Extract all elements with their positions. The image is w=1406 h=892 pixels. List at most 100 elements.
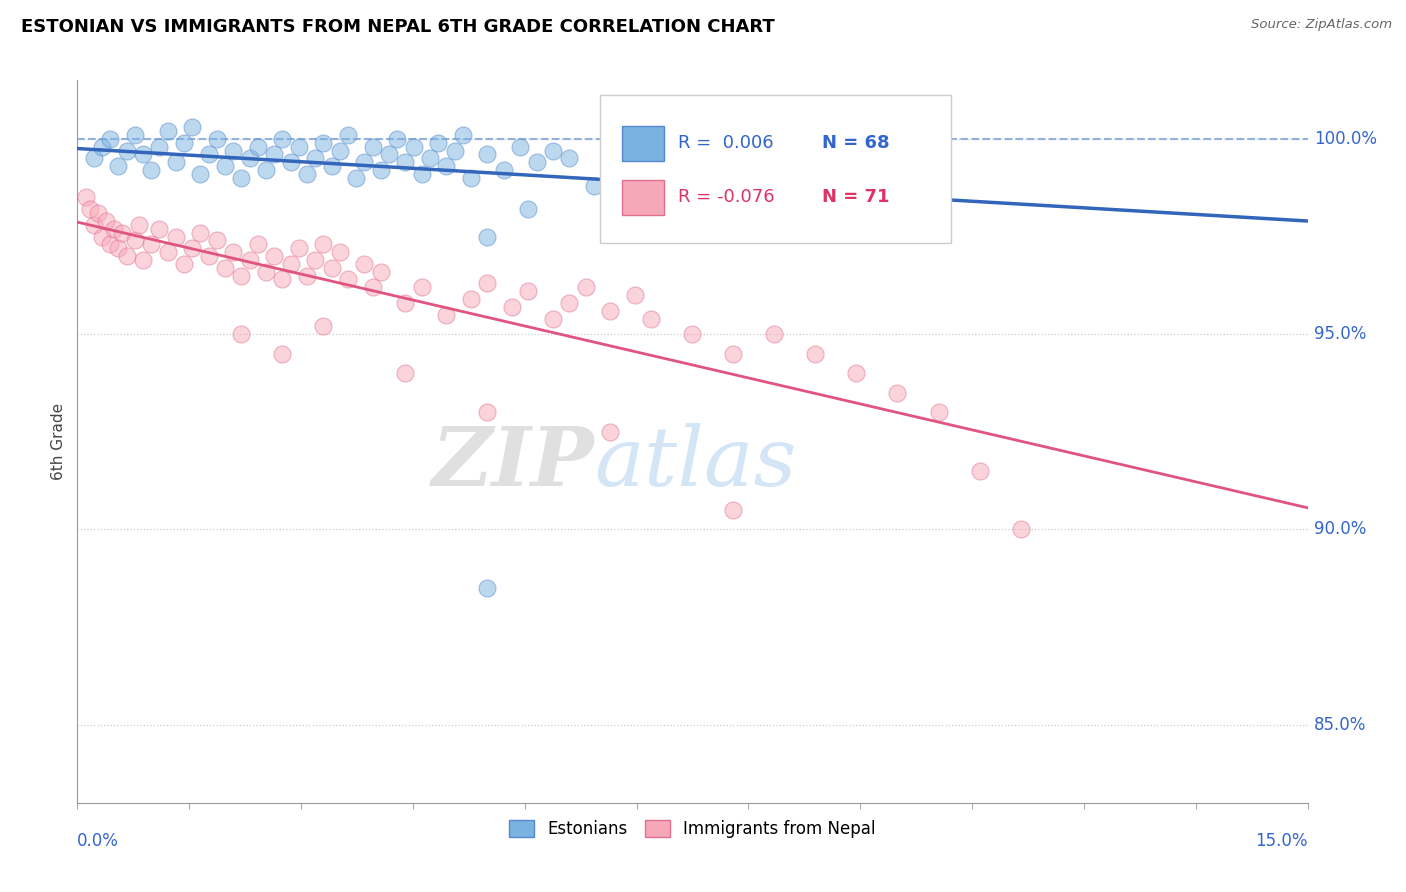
Text: 95.0%: 95.0% (1313, 326, 1367, 343)
Point (271, 346, 294, 360)
Point (94, 214, 117, 228)
Point (222, 245, 245, 260)
Text: Source: ZipAtlas.com: Source: ZipAtlas.com (1251, 18, 1392, 31)
Point (197, 249, 219, 263)
Point (141, 237, 163, 252)
Point (436, 159, 458, 173)
Point (436, 308, 458, 322)
Text: R =  0.006: R = 0.006 (678, 134, 773, 153)
Point (804, 346, 827, 360)
Point (845, 366, 868, 380)
Point (558, 152, 581, 166)
Text: 0.0%: 0.0% (77, 831, 120, 850)
Point (132, 252, 155, 267)
Point (141, 163, 163, 178)
Point (492, 163, 515, 178)
Point (731, 152, 754, 166)
Point (111, 226, 134, 240)
Point (541, 311, 564, 326)
Point (98, 237, 121, 252)
Point (188, 226, 212, 240)
Point (329, 245, 352, 260)
Point (928, 405, 950, 419)
Point (254, 265, 277, 279)
Point (115, 249, 138, 263)
Legend: Estonians, Immigrants from Nepal: Estonians, Immigrants from Nepal (503, 814, 882, 845)
Point (222, 144, 245, 158)
Point (165, 155, 187, 169)
Point (312, 136, 335, 150)
Point (197, 147, 219, 161)
Point (723, 218, 745, 232)
Point (188, 167, 212, 181)
Text: R = -0.076: R = -0.076 (678, 188, 775, 206)
Point (640, 147, 662, 161)
Point (477, 277, 499, 291)
Point (460, 292, 482, 306)
Point (263, 249, 285, 263)
Point (321, 159, 343, 173)
Point (173, 136, 195, 150)
Point (271, 132, 294, 146)
Point (280, 257, 302, 271)
Point (583, 178, 606, 193)
Point (231, 268, 253, 283)
Point (321, 260, 343, 275)
Text: N = 71: N = 71 (821, 188, 889, 206)
Point (107, 159, 129, 173)
Point (394, 366, 416, 380)
Point (304, 252, 326, 267)
Point (148, 139, 170, 153)
Text: 15.0%: 15.0% (1256, 831, 1308, 850)
Point (541, 144, 564, 158)
Point (312, 319, 335, 334)
Point (132, 147, 155, 161)
Point (75, 190, 97, 204)
Text: 85.0%: 85.0% (1313, 715, 1367, 734)
Point (928, 170, 950, 185)
Point (419, 152, 441, 166)
FancyBboxPatch shape (623, 180, 664, 215)
Point (477, 147, 499, 161)
Point (254, 163, 277, 178)
Point (239, 152, 262, 166)
Point (181, 120, 204, 135)
Point (337, 272, 360, 286)
Point (205, 132, 228, 146)
Point (295, 268, 318, 283)
Point (526, 155, 548, 169)
Point (239, 252, 262, 267)
Point (509, 139, 531, 153)
Point (370, 265, 392, 279)
Point (517, 202, 540, 216)
Point (599, 303, 621, 318)
Point (231, 327, 253, 342)
Point (231, 170, 253, 185)
Point (575, 280, 598, 294)
Point (337, 128, 360, 142)
Point (148, 221, 170, 235)
Point (763, 170, 786, 185)
Point (79, 202, 101, 216)
Point (344, 170, 367, 185)
Point (156, 124, 179, 138)
Point (370, 163, 392, 178)
Point (329, 144, 352, 158)
Text: 90.0%: 90.0% (1313, 520, 1367, 539)
Point (845, 183, 868, 197)
Point (804, 159, 827, 173)
Point (969, 464, 991, 478)
Point (763, 327, 786, 342)
Y-axis label: 6th Grade: 6th Grade (51, 403, 66, 480)
Point (214, 159, 236, 173)
Point (90, 139, 114, 153)
FancyBboxPatch shape (623, 126, 664, 161)
Point (124, 128, 146, 142)
Point (115, 144, 138, 158)
Text: N = 68: N = 68 (821, 134, 889, 153)
Point (128, 218, 150, 232)
Point (886, 385, 908, 400)
Point (682, 327, 704, 342)
Point (165, 229, 187, 244)
Point (402, 139, 425, 153)
